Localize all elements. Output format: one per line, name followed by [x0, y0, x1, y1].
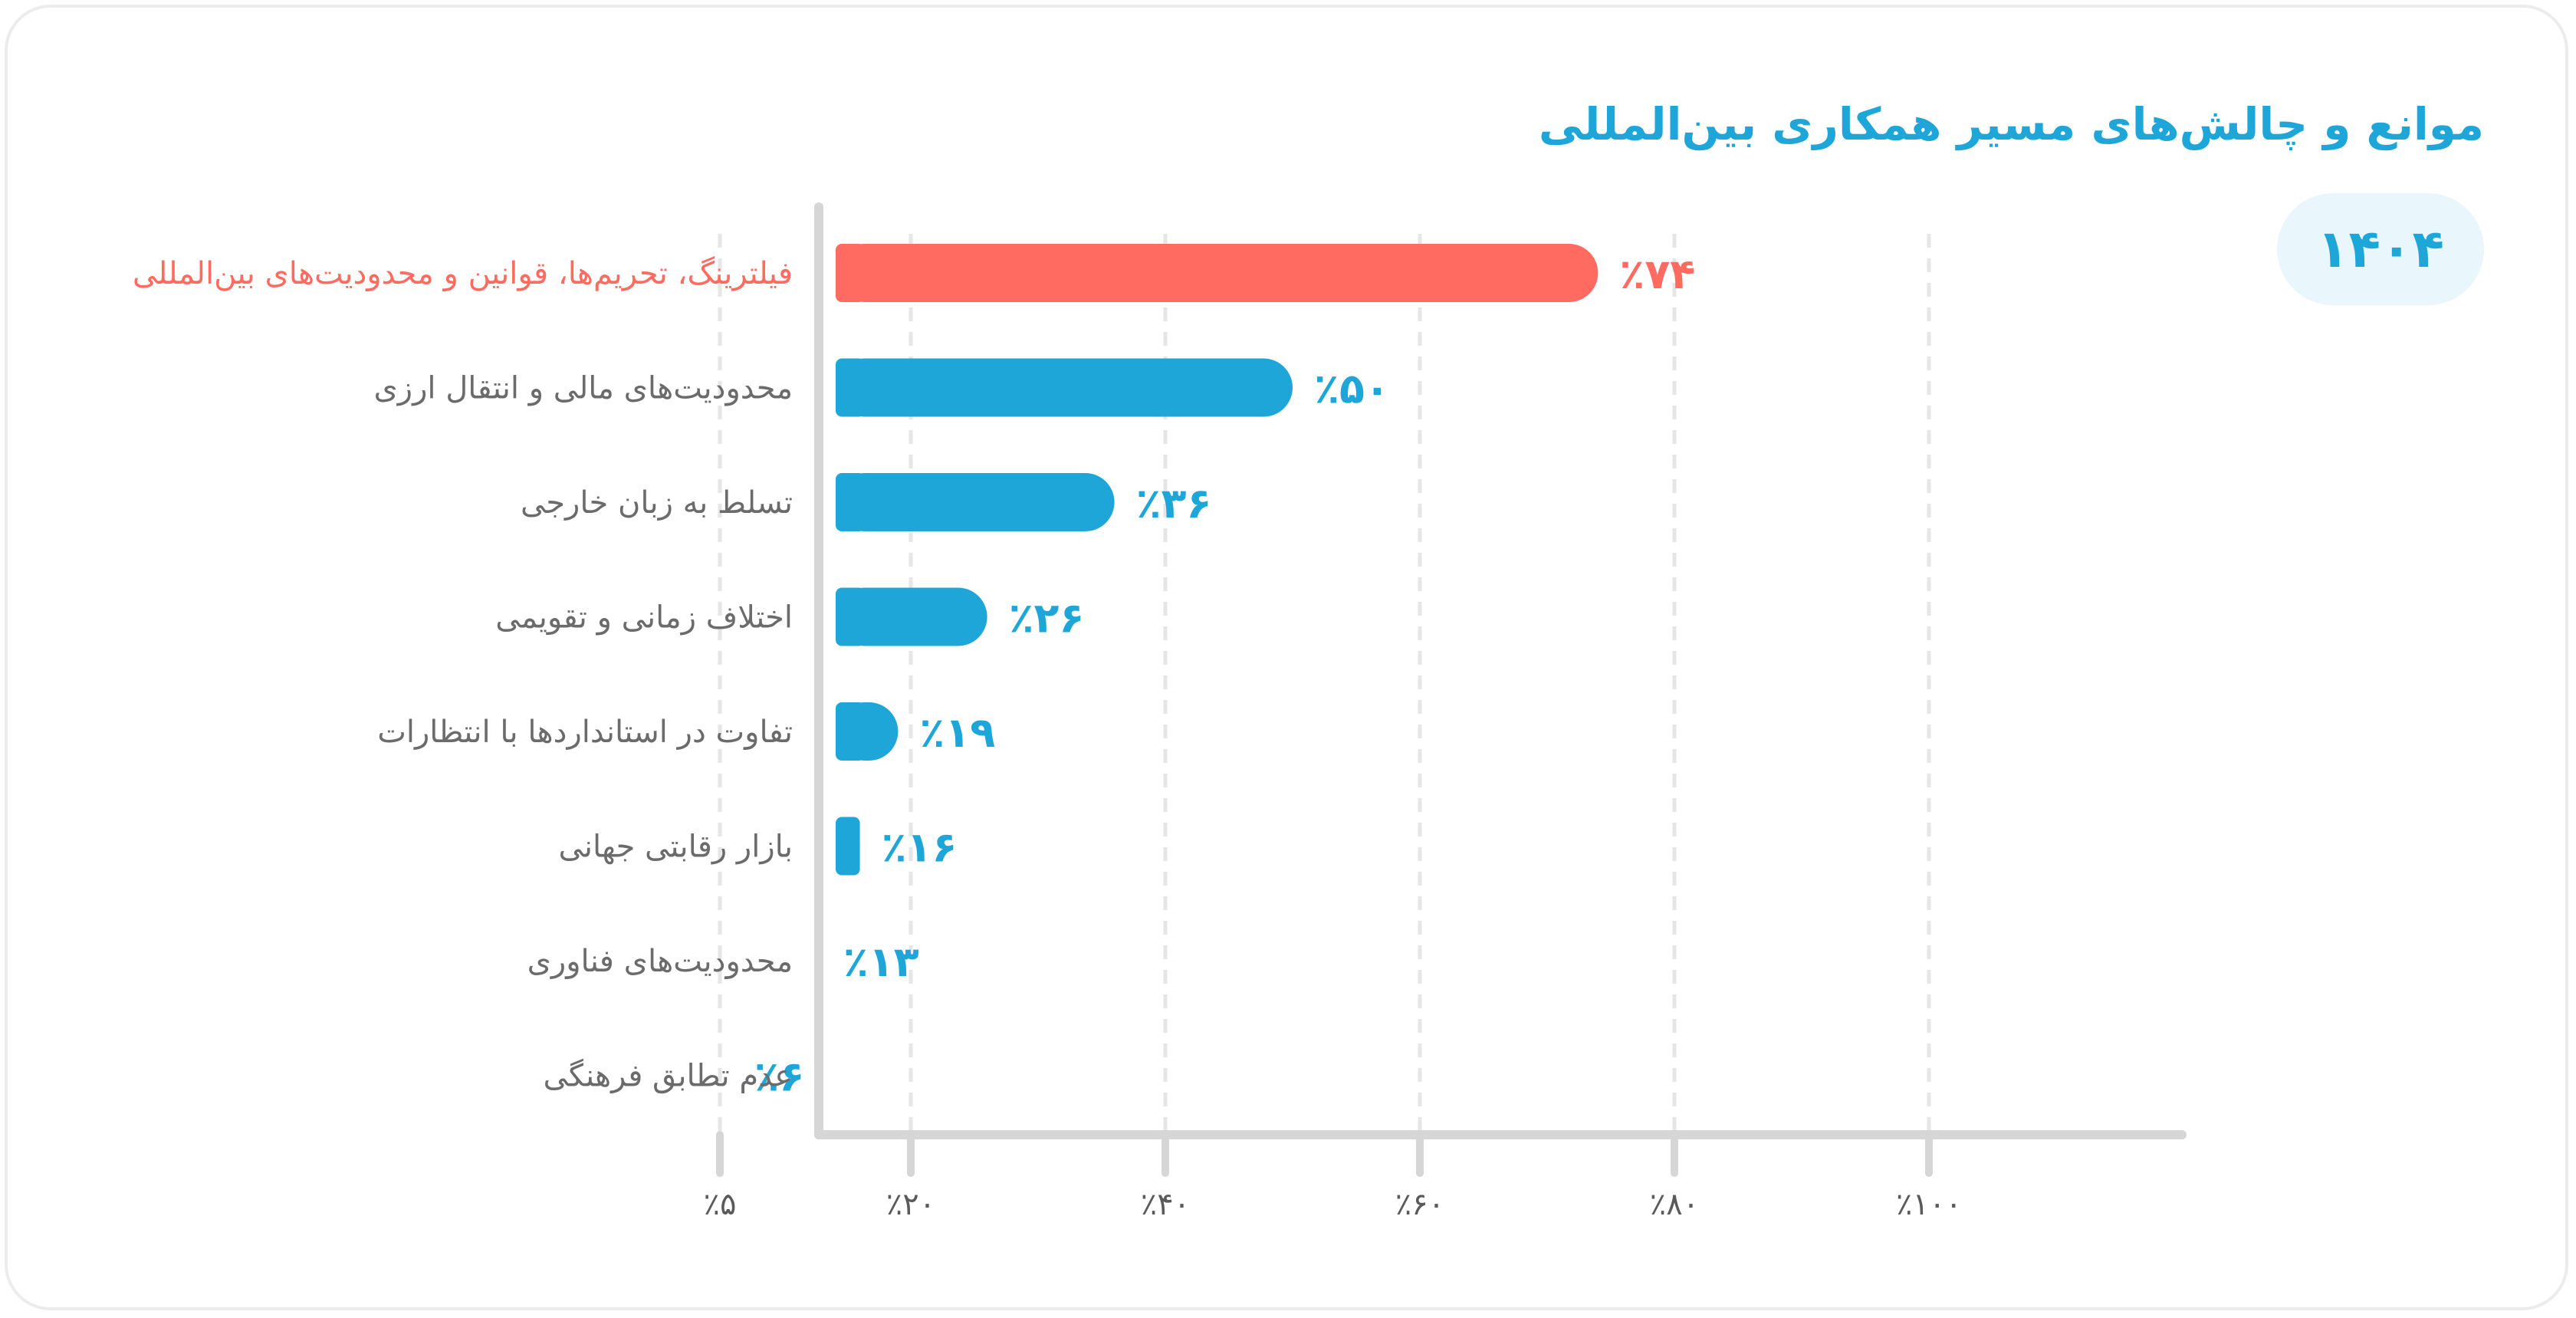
- bar: [836, 473, 1115, 531]
- bar: [836, 587, 987, 646]
- bar-base: [836, 702, 865, 761]
- x-tick-label: ٪۲۰: [886, 1187, 935, 1222]
- category-label: عدم تطابق فرهنگی: [544, 1059, 793, 1094]
- category-label: فیلترینگ، تحریم‌ها، قوانین و محدودیت‌های…: [133, 256, 793, 291]
- bar-value-label: ٪۱۹: [919, 708, 995, 757]
- bar-base: [836, 587, 865, 646]
- bar-value-label: ٪۲۶: [1009, 594, 1085, 643]
- year-text: ۱۴۰۴: [2316, 219, 2444, 280]
- bar-value-label: ٪۱۶: [882, 823, 958, 872]
- bar-base: [836, 358, 865, 417]
- x-tick-label: ٪۵: [704, 1187, 737, 1222]
- chart-title: موانع و چالش‌های مسیر همکاری بین‌المللی: [1538, 98, 2484, 150]
- x-tick-label: ٪۶۰: [1395, 1187, 1444, 1222]
- category-label: بازار رقابتی جهانی: [559, 830, 794, 865]
- bar-value-label: ٪۵۰: [1314, 365, 1390, 413]
- bar-value-label: ٪۷۴: [1619, 250, 1695, 298]
- year-badge: ۱۴۰۴: [2277, 193, 2484, 305]
- category-label: تسلط به زبان خارجی: [521, 485, 793, 521]
- bar-value-label: ٪۱۳: [843, 938, 919, 986]
- bar-base: [836, 817, 860, 876]
- x-tick-label: ٪۱۰۰: [1896, 1187, 1962, 1222]
- category-label: تفاوت در استانداردها با انتظارات: [377, 715, 793, 750]
- category-label: محدودیت‌های مالی و انتقال ارزی: [373, 371, 793, 406]
- bar-value-label: ٪۶: [754, 1053, 805, 1101]
- bar-base: [836, 473, 865, 531]
- x-tick-label: ٪۴۰: [1141, 1187, 1190, 1222]
- chart-card: [5, 5, 2568, 1310]
- bar: [836, 244, 1598, 302]
- bar: [836, 358, 1293, 417]
- category-label: اختلاف زمانی و تقویمی: [495, 600, 793, 636]
- x-tick-label: ٪۸۰: [1650, 1187, 1699, 1222]
- category-label: محدودیت‌های فناوری: [527, 944, 793, 979]
- bar-value-label: ٪۳۶: [1136, 479, 1212, 528]
- bar-base: [836, 244, 865, 302]
